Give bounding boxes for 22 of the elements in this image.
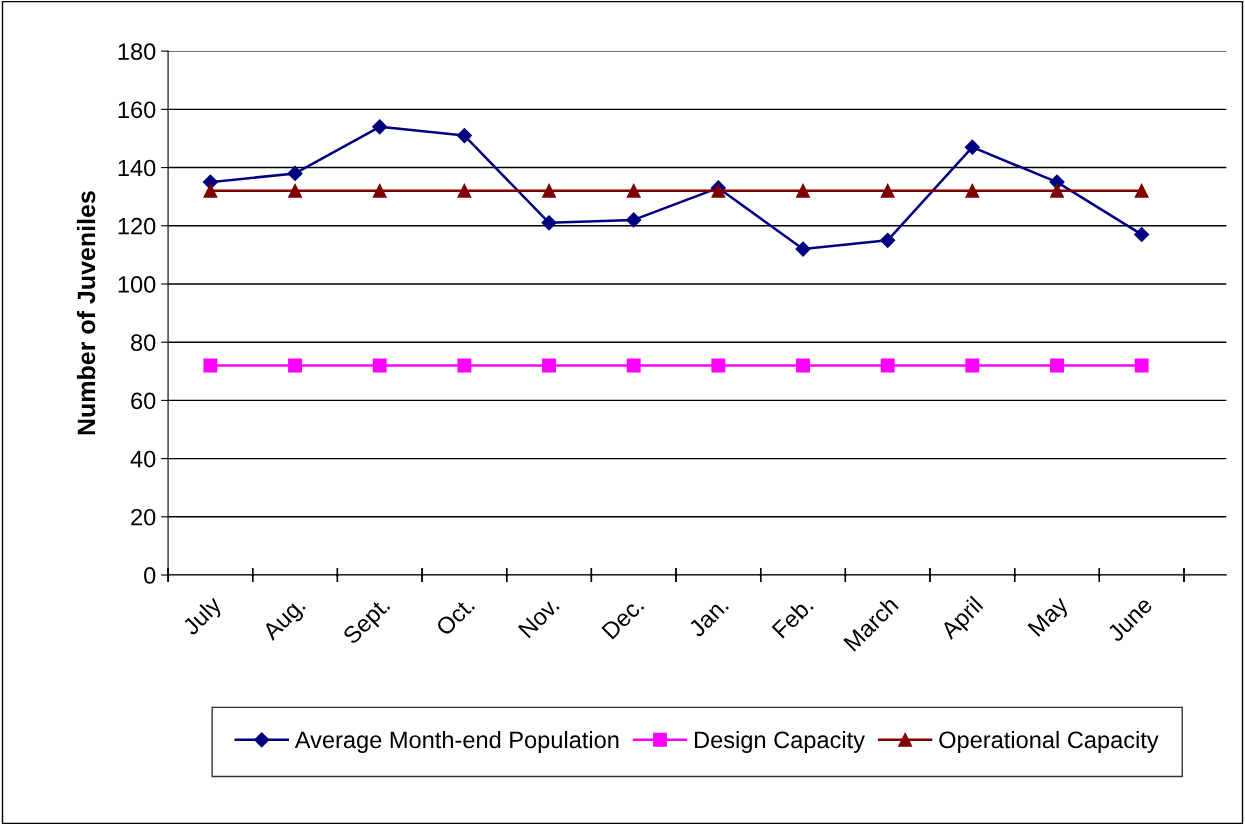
x-tick-label: Aug.: [261, 596, 310, 645]
x-tick-label: May: [1027, 595, 1073, 641]
x-tick-label: Feb.: [770, 595, 814, 639]
legend-label: Operational Capacity: [939, 730, 1159, 753]
y-tick-label: 20: [131, 508, 156, 526]
y-tick-label: 0: [144, 567, 156, 584]
y-tick-label: 120: [118, 217, 156, 235]
y-tick-label: 100: [118, 276, 156, 293]
legend-label: Design Capacity: [695, 730, 865, 753]
y-tick-label: 60: [131, 392, 156, 410]
x-tick-label: Dec.: [601, 596, 645, 640]
x-tick-label: July: [180, 594, 226, 640]
y-tick-label: 80: [131, 334, 156, 351]
y-tick-label: 140: [118, 159, 156, 177]
legend-label: Average Month-end Population: [294, 730, 619, 753]
x-tick-label: Oct.: [435, 596, 476, 637]
x-tick-label: Jan.: [687, 596, 730, 639]
y-tick-label: 180: [118, 43, 156, 60]
y-tick-label: 40: [130, 450, 156, 468]
x-tick-label: Nov.: [517, 596, 560, 639]
y-axis-title: Number of Juveniles: [76, 191, 96, 435]
y-tick-label: 160: [118, 101, 156, 119]
